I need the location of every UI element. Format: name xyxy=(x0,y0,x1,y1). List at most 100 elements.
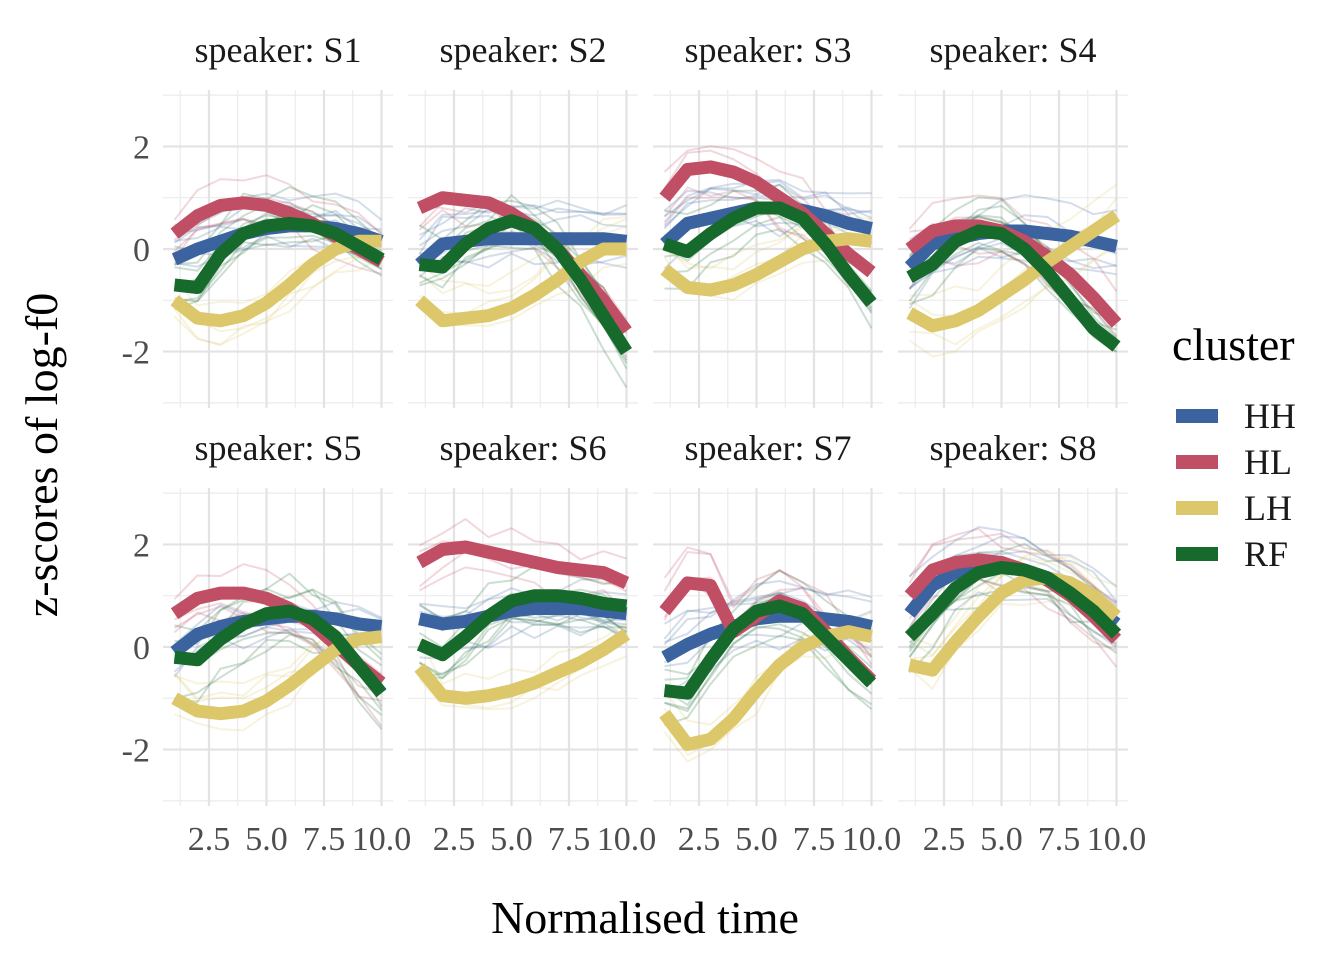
legend-item-hl: HL xyxy=(1176,442,1292,482)
individual-contour-lh xyxy=(908,240,1118,358)
legend-label: HL xyxy=(1244,442,1292,482)
legend-swatch xyxy=(1176,547,1218,561)
individual-contour-hh xyxy=(663,586,872,640)
individual-contour-rf xyxy=(664,216,873,314)
series-line-rf xyxy=(663,599,877,700)
facet-panel: speaker: S1 xyxy=(163,30,393,408)
legend-swatch xyxy=(1176,409,1218,423)
y-axis-ticks: -2 0 2 -2 0 2 xyxy=(122,129,150,769)
series-line-lh xyxy=(908,571,1121,677)
series-line-hh xyxy=(661,609,873,663)
x-tick-label: 5.0 xyxy=(245,821,288,858)
series-line-hl xyxy=(416,540,630,589)
x-axis-ticks: 2.5 5.0 7.5 10.0 2.5 5.0 7.5 10.0 2.5 5.0 7.5 10.0 2… xyxy=(188,821,1147,858)
individual-contour-rf xyxy=(419,244,628,389)
series-line-hh xyxy=(415,232,628,270)
individual-contour-hh xyxy=(174,192,383,226)
y-tick-label: -2 xyxy=(122,733,150,770)
series-line-rf xyxy=(173,216,385,294)
x-tick-label: 5.0 xyxy=(490,821,533,858)
legend: cluster HH HL LH RF xyxy=(1172,319,1296,574)
series-line-hh xyxy=(418,602,628,631)
x-tick-label: 2.5 xyxy=(188,821,231,858)
y-tick-label: -2 xyxy=(122,335,150,372)
x-tick-label: 2.5 xyxy=(678,821,721,858)
individual-contour-rf xyxy=(419,615,627,676)
x-tick-label: 10.0 xyxy=(842,821,902,858)
facet-strip-label: speaker: S1 xyxy=(195,30,362,70)
legend-label: LH xyxy=(1244,488,1292,528)
facet-panel: speaker: S5 xyxy=(163,428,393,806)
x-tick-label: 7.5 xyxy=(793,821,836,858)
x-axis-title: Normalised time xyxy=(491,892,799,943)
series-line-lh xyxy=(660,232,873,297)
facet-panel: speaker: S2 xyxy=(408,30,638,408)
individual-contour-hh xyxy=(908,255,1117,310)
individual-contour-rf xyxy=(419,565,627,620)
individual-contour-rf xyxy=(664,634,873,727)
legend-item-rf: RF xyxy=(1176,534,1288,574)
individual-contour-lh xyxy=(174,631,382,685)
individual-contour-hh xyxy=(663,189,873,228)
individual-contour-lh xyxy=(173,255,382,333)
individual-contour-hh xyxy=(908,246,1117,289)
legend-item-lh: LH xyxy=(1176,488,1292,528)
individual-contour-rf xyxy=(664,623,873,713)
facet-strip-label: speaker: S2 xyxy=(440,30,607,70)
individual-contour-hh xyxy=(418,204,627,241)
individual-contour-hl xyxy=(173,605,382,702)
x-tick-label: 5.0 xyxy=(980,821,1023,858)
legend-title: cluster xyxy=(1172,319,1295,370)
individual-contour-rf xyxy=(664,228,873,329)
facet-panel: speaker: S4 xyxy=(898,30,1128,408)
facet-strip-label: speaker: S8 xyxy=(930,428,1097,468)
individual-contour-hl xyxy=(418,550,627,588)
legend-label: RF xyxy=(1244,534,1288,574)
individual-contour-hh xyxy=(663,178,872,228)
individual-contour-hl xyxy=(908,527,1118,605)
individual-contour-lh xyxy=(909,183,1118,297)
individual-contour-hh xyxy=(173,209,383,244)
individual-contour-hl xyxy=(419,518,627,561)
series-line-rf xyxy=(904,561,1122,642)
y-tick-label: 0 xyxy=(133,630,150,667)
series-line-rf xyxy=(418,214,632,356)
individual-contour-lh xyxy=(418,216,627,295)
individual-contour-rf xyxy=(174,633,383,711)
series-line-rf xyxy=(173,604,387,698)
individual-contour-hl xyxy=(174,602,382,695)
facet-panel: speaker: S6 xyxy=(408,428,638,806)
y-tick-label: 2 xyxy=(133,527,150,564)
individual-contour-hh xyxy=(663,580,872,646)
individual-contour-hl xyxy=(173,174,383,236)
individual-contour-rf xyxy=(664,625,873,710)
legend-item-hh: HH xyxy=(1176,396,1296,436)
series-line-lh xyxy=(414,628,631,705)
individual-contour-lh xyxy=(418,622,628,685)
y-tick-label: 0 xyxy=(133,232,150,269)
individual-contour-lh xyxy=(173,249,382,346)
individual-contour-rf xyxy=(418,616,628,679)
facet-panel: speaker: S3 xyxy=(653,30,883,408)
individual-contour-rf xyxy=(418,199,628,332)
x-tick-label: 7.5 xyxy=(1038,821,1081,858)
individual-contour-rf xyxy=(174,638,383,716)
individual-contour-hl xyxy=(663,551,873,658)
individual-contour-lh xyxy=(173,255,383,346)
individual-contours xyxy=(908,183,1118,358)
legend-label: HH xyxy=(1244,396,1296,436)
facet-panel: speaker: S8 xyxy=(898,428,1128,806)
series-line-lh xyxy=(659,625,873,751)
individual-contour-hl xyxy=(173,611,383,727)
individual-contour-hh xyxy=(419,199,627,236)
x-tick-label: 2.5 xyxy=(923,821,966,858)
series-line-lh xyxy=(415,242,627,328)
individual-contour-hh xyxy=(908,526,1118,604)
x-tick-label: 7.5 xyxy=(303,821,346,858)
individual-contour-lh xyxy=(663,221,872,271)
facet-panel: speaker: S7 xyxy=(653,428,883,806)
legend-swatch xyxy=(1176,501,1218,515)
facet-strip-label: speaker: S4 xyxy=(930,30,1097,70)
x-tick-label: 5.0 xyxy=(735,821,778,858)
